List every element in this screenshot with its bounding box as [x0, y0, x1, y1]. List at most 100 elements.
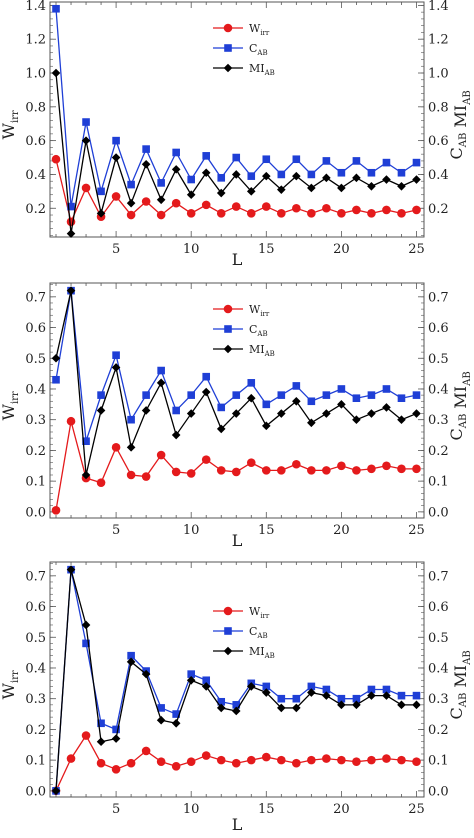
data-point [292, 758, 301, 768]
data-point [382, 685, 391, 694]
data-point [66, 565, 76, 574]
data-point [352, 415, 361, 424]
data-point [261, 202, 271, 211]
legend-marker [223, 304, 233, 314]
y-axis-title-right: CAB MIAB [447, 650, 473, 719]
data-point [412, 175, 421, 184]
data-point [412, 691, 421, 700]
data-point [277, 391, 286, 399]
data-point [201, 168, 211, 178]
data-point [186, 675, 196, 685]
data-point [367, 181, 376, 191]
data-point [217, 697, 226, 706]
data-point [277, 755, 286, 765]
data-point [112, 351, 120, 359]
data-point [261, 171, 271, 181]
data-point [307, 688, 316, 697]
data-point [412, 205, 421, 215]
data-point [337, 461, 346, 471]
data-point [216, 209, 226, 218]
data-point [51, 68, 61, 78]
data-point [156, 210, 166, 220]
data-point [81, 470, 91, 480]
y-axis-title-right-text: CAB MIAB [447, 371, 473, 440]
chart-panel-bottom: 5 10 15 20 250.0 0.00.1 0.10.2 0.20.3 0.30.4 0.40… [0, 561, 473, 834]
data-point [352, 205, 361, 215]
series-c-ab [52, 286, 421, 446]
y-tick-label: 0.6 [25, 134, 46, 149]
data-point [292, 203, 301, 213]
data-point [367, 168, 376, 177]
data-point [111, 192, 121, 201]
y-tick-label-right: 0.6 [428, 321, 449, 336]
data-point [172, 710, 180, 718]
y-tick-label: 0.6 [25, 600, 46, 615]
legend-marker [223, 606, 233, 616]
plot-frame [49, 1, 425, 238]
data-point [201, 387, 211, 397]
data-point [307, 466, 316, 475]
data-point [67, 202, 75, 211]
data-point [157, 704, 165, 712]
data-point [97, 187, 105, 196]
data-point [186, 190, 196, 200]
data-point [382, 158, 391, 167]
data-point [156, 757, 166, 766]
data-point [352, 466, 361, 475]
legend-marker [223, 344, 233, 354]
data-point [216, 466, 226, 475]
y-axis-title-left: Wirr [0, 670, 21, 699]
data-point [216, 703, 226, 713]
data-point [186, 409, 196, 418]
y-axis-title-right-text: CAB MIAB [447, 90, 473, 159]
y-tick-label-right: 0.1 [428, 754, 449, 769]
data-point [216, 188, 226, 198]
data-point [397, 394, 406, 402]
data-point [322, 685, 331, 694]
data-point [352, 173, 361, 183]
data-point [382, 461, 391, 471]
data-point [322, 173, 331, 183]
data-point [352, 700, 361, 710]
data-point [96, 209, 106, 218]
data-point [96, 478, 106, 487]
data-point [186, 757, 196, 766]
data-point [307, 183, 316, 193]
y-tick-label-right: 1.2 [428, 33, 449, 48]
y-tick-label-right: 0.6 [428, 134, 449, 149]
data-point [126, 758, 136, 768]
data-point [277, 466, 286, 475]
data-point [201, 200, 211, 210]
data-point [111, 153, 121, 162]
data-point [231, 409, 241, 418]
y-tick-label-right: 0.4 [428, 661, 449, 676]
data-point [82, 118, 90, 126]
legend-label: MIAB [249, 645, 275, 660]
legend-label: CAB [249, 42, 268, 57]
data-point [187, 391, 195, 399]
data-point [277, 694, 286, 703]
data-point [352, 757, 361, 766]
data-point [231, 170, 241, 179]
y-tick-label-right: 0.6 [428, 600, 449, 615]
x-tick-label: 5 [112, 242, 120, 257]
data-point [171, 198, 181, 208]
data-point [66, 416, 76, 426]
y-tick-label-right: 0.8 [428, 100, 449, 115]
y-tick-label-right: 0.4 [428, 382, 449, 397]
data-point [51, 786, 61, 796]
data-point [292, 382, 301, 390]
data-point [247, 172, 256, 180]
legend-marker [224, 627, 232, 635]
y-tick-label: 0.4 [25, 168, 46, 183]
y-tick-label: 0.2 [25, 202, 46, 217]
data-point [397, 464, 406, 474]
y-tick-label: 0.2 [25, 723, 46, 738]
y-axis-title-left: Wirr [0, 391, 21, 420]
data-point [367, 464, 376, 474]
data-point [141, 406, 151, 415]
data-point [231, 202, 241, 211]
data-point [172, 406, 180, 415]
x-tick-label: 10 [183, 802, 200, 817]
y-tick-label: 0.3 [25, 692, 46, 707]
